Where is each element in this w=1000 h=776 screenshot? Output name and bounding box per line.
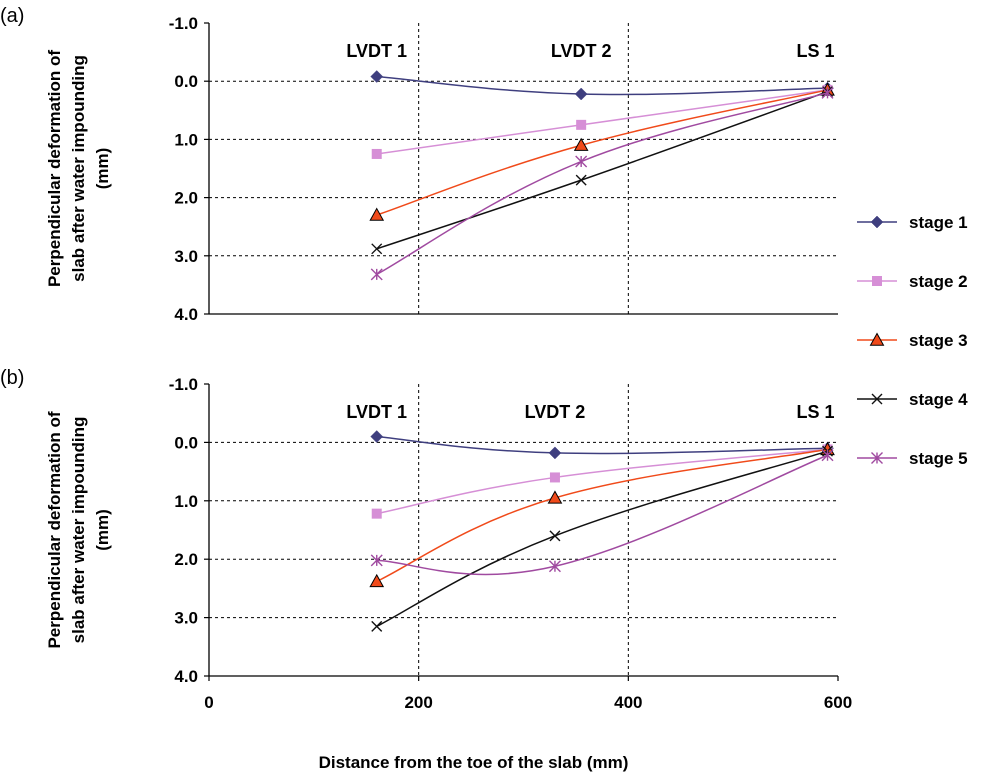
legend-entry: stage 2 (857, 272, 968, 291)
data-point (821, 86, 834, 99)
legend-marker (871, 393, 883, 405)
series-line (376, 450, 828, 628)
y-axis-label-line: slab after water impounding (69, 55, 88, 282)
chart-panel-a: (a) -1.0 0.0 1.0 2.0 3.0 4.0 Perpendicular defo… (0, 5, 838, 324)
panel-label: (b) (0, 367, 24, 389)
y-axis-label-line: (mm) (93, 148, 112, 190)
region-label: LS 1 (797, 402, 835, 422)
legend-label: stage 4 (909, 390, 968, 409)
x-tick-label: 600 (824, 693, 852, 712)
data-point (574, 87, 588, 101)
legend-label: stage 1 (909, 213, 968, 232)
data-point (576, 119, 587, 130)
region-label: LVDT 2 (551, 41, 612, 61)
region-label: LS 1 (797, 41, 835, 61)
series-stage-4 (371, 86, 834, 255)
y-tick-label: 1.0 (174, 130, 198, 149)
y-tick-label: 3.0 (174, 247, 198, 266)
x-tick-label: 200 (404, 693, 432, 712)
data-point (371, 243, 383, 255)
legend-entry: stage 1 (857, 213, 968, 232)
series-stage-5 (370, 449, 834, 576)
legend-entry: stage 3 (857, 331, 968, 350)
data-point (548, 446, 562, 460)
legend: stage 1 stage 2 stage 3 stage 4 stage 5 (857, 213, 968, 468)
data-point (371, 148, 382, 159)
data-point (369, 573, 385, 588)
x-axis-label: Distance from the toe of the slab (mm) (319, 753, 629, 772)
data-point (549, 530, 561, 542)
x-tick-label: 0 (204, 693, 213, 712)
data-point (370, 554, 383, 567)
legend-label: stage 3 (909, 331, 968, 350)
series-line (376, 448, 828, 583)
data-point (370, 430, 384, 443)
series-stage-2 (371, 444, 833, 519)
series-stage-5 (370, 86, 834, 281)
y-axis-label-line: Perpendicular deformation of (45, 50, 64, 287)
y-tick-label: 4.0 (174, 305, 198, 324)
data-point (548, 560, 561, 573)
series-line (376, 90, 828, 250)
legend-marker (870, 215, 884, 229)
series-stage-3 (369, 82, 835, 221)
y-tick-label: 4.0 (174, 667, 198, 686)
y-tick-label: 2.0 (174, 189, 198, 208)
series-stage-1 (370, 70, 834, 101)
legend-entry: stage 5 (857, 449, 968, 468)
y-tick-label: -1.0 (169, 375, 198, 394)
legend-label: stage 2 (909, 272, 968, 291)
data-point (575, 174, 587, 186)
legend-marker (869, 332, 885, 346)
data-point (573, 137, 589, 151)
data-point (371, 620, 383, 632)
legend-marker (872, 276, 882, 286)
y-axis-label-line: (mm) (93, 509, 112, 551)
data-point (371, 508, 382, 519)
y-tick-label: -1.0 (169, 14, 198, 33)
y-tick-label: 0.0 (174, 433, 198, 452)
series-stage-4 (371, 445, 834, 632)
x-tick-label: 400 (614, 693, 642, 712)
data-point (369, 207, 385, 221)
y-axis-label-line: Perpendicular deformation of (45, 411, 64, 648)
chart-panel-b: (b) -1.0 0.0 1.0 2.0 3.0 4.0 0 200 400 600 Distance… (0, 367, 852, 772)
series-line (376, 435, 828, 455)
series-line (376, 448, 828, 515)
legend-marker (871, 452, 883, 464)
panel-label: (a) (0, 5, 24, 27)
y-axis-label-line: slab after water impounding (69, 417, 88, 644)
data-point (547, 490, 563, 504)
data-point (575, 155, 588, 168)
series-stage-3 (369, 441, 835, 588)
series-line (376, 92, 828, 276)
data-point (549, 472, 560, 483)
data-point (370, 268, 383, 281)
series-line (376, 89, 828, 155)
legend-label: stage 5 (909, 449, 968, 468)
y-tick-label: 1.0 (174, 492, 198, 511)
region-label: LVDT 1 (346, 402, 407, 422)
y-tick-label: 0.0 (174, 72, 198, 91)
series-line (376, 454, 828, 576)
data-point (821, 449, 834, 462)
y-tick-label: 3.0 (174, 609, 198, 628)
series-stage-2 (371, 84, 833, 159)
data-point (370, 70, 384, 83)
region-label: LVDT 2 (525, 402, 586, 422)
legend-entry: stage 4 (857, 390, 968, 409)
y-tick-label: 2.0 (174, 550, 198, 569)
region-label: LVDT 1 (346, 41, 407, 61)
series-line (376, 75, 828, 96)
